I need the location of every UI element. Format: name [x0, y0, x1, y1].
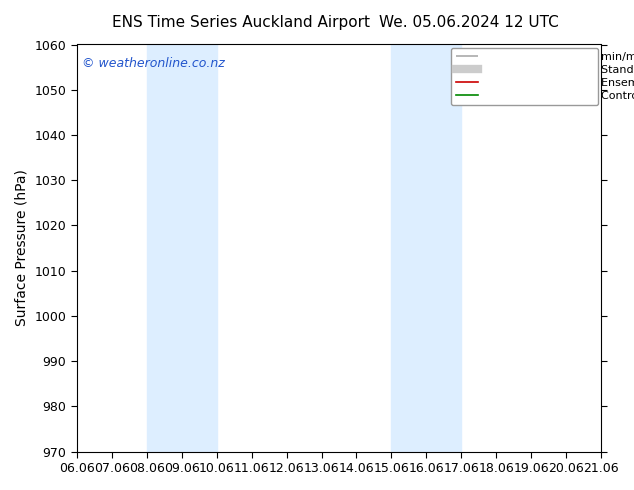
Text: ENS Time Series Auckland Airport: ENS Time Series Auckland Airport [112, 15, 370, 30]
Legend: min/max, Standard deviation, Ensemble mean run, Controll run: min/max, Standard deviation, Ensemble me… [451, 48, 598, 105]
Text: We. 05.06.2024 12 UTC: We. 05.06.2024 12 UTC [379, 15, 559, 30]
Bar [391, 45, 462, 452]
Text: © weatheronline.co.nz: © weatheronline.co.nz [82, 57, 225, 70]
Bar [146, 45, 217, 452]
Y-axis label: Surface Pressure (hPa): Surface Pressure (hPa) [15, 170, 29, 326]
